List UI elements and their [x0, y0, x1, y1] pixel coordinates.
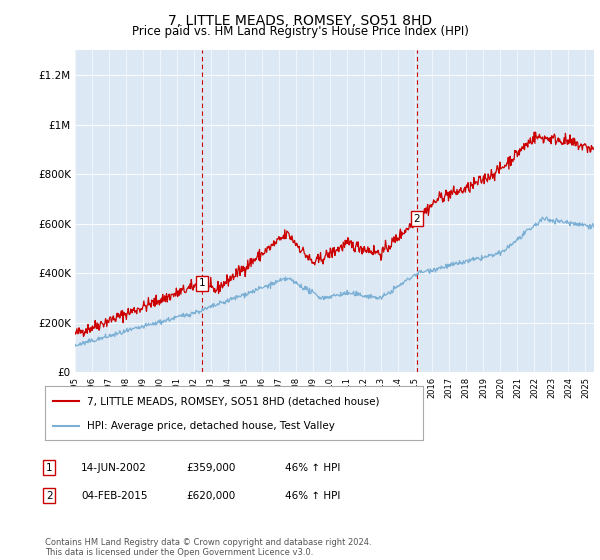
Text: £359,000: £359,000	[186, 463, 235, 473]
Text: 14-JUN-2002: 14-JUN-2002	[81, 463, 147, 473]
Text: HPI: Average price, detached house, Test Valley: HPI: Average price, detached house, Test…	[86, 421, 334, 431]
Text: 1: 1	[199, 278, 205, 288]
Text: 46% ↑ HPI: 46% ↑ HPI	[285, 491, 340, 501]
Text: 7, LITTLE MEADS, ROMSEY, SO51 8HD: 7, LITTLE MEADS, ROMSEY, SO51 8HD	[168, 14, 432, 28]
Text: 04-FEB-2015: 04-FEB-2015	[81, 491, 148, 501]
Text: Contains HM Land Registry data © Crown copyright and database right 2024.
This d: Contains HM Land Registry data © Crown c…	[45, 538, 371, 557]
Text: 1: 1	[46, 463, 53, 473]
Text: 46% ↑ HPI: 46% ↑ HPI	[285, 463, 340, 473]
Text: £620,000: £620,000	[186, 491, 235, 501]
Text: 7, LITTLE MEADS, ROMSEY, SO51 8HD (detached house): 7, LITTLE MEADS, ROMSEY, SO51 8HD (detac…	[86, 396, 379, 407]
Text: 2: 2	[413, 214, 420, 224]
Text: Price paid vs. HM Land Registry's House Price Index (HPI): Price paid vs. HM Land Registry's House …	[131, 25, 469, 38]
Text: 2: 2	[46, 491, 53, 501]
